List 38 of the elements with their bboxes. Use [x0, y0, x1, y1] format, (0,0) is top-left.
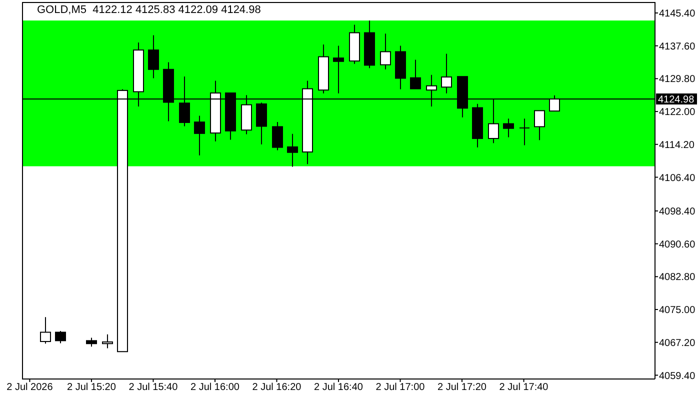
- x-tick-label: 2 Jul 2026: [6, 382, 54, 394]
- x-tick-label: 2 Jul 16:40: [314, 382, 364, 394]
- candlestick: [55, 330, 66, 344]
- y-tick-label: 4090.60: [659, 239, 696, 250]
- candlestick: [194, 115, 205, 156]
- x-tick-label: 2 Jul 17:40: [499, 382, 549, 394]
- x-tick-label: 2 Jul 15:40: [128, 382, 178, 394]
- candlestick: [534, 110, 545, 141]
- x-tick-label: 2 Jul 17:20: [438, 382, 487, 394]
- y-tick-label: 4122.00: [659, 107, 696, 118]
- candlestick: [102, 334, 113, 349]
- candlestick: [287, 133, 298, 168]
- y-tick-label: 4098.40: [659, 206, 696, 218]
- chart-title: GOLD,M5 4122.12 4125.83 4122.09 4124.98: [37, 4, 261, 17]
- candlestick: [410, 59, 421, 90]
- y-tick-label: 4059.40: [659, 370, 696, 382]
- candlestick: [333, 45, 344, 94]
- candlestick: [272, 122, 283, 151]
- x-tick-label: 2 Jul 16:20: [252, 382, 302, 394]
- candlestick: [380, 33, 391, 70]
- y-tick-label: 4129.80: [659, 74, 696, 86]
- y-tick-label: 4137.60: [659, 41, 696, 52]
- y-tick-label: 4106.40: [659, 172, 696, 184]
- candlestick: [40, 316, 51, 344]
- y-tick-label: 4082.80: [659, 272, 696, 284]
- y-tick-label: 4067.20: [659, 338, 696, 349]
- x-tick-label: 2 Jul 16:00: [190, 382, 240, 394]
- candlestick: [256, 102, 267, 145]
- ref-line-label: 4124.98: [658, 94, 695, 106]
- x-tick-label: 2 Jul 17:00: [376, 382, 426, 394]
- candlestick: [519, 118, 530, 146]
- y-tick-label: 4075.00: [659, 305, 696, 316]
- x-tick-label: 2 Jul 15:20: [67, 382, 116, 394]
- y-tick-label: 4145.40: [659, 8, 696, 20]
- y-tick-label: 4114.20: [659, 140, 695, 151]
- candlestick: [441, 53, 452, 94]
- candlestick: [503, 118, 514, 138]
- candlestick: [148, 34, 159, 79]
